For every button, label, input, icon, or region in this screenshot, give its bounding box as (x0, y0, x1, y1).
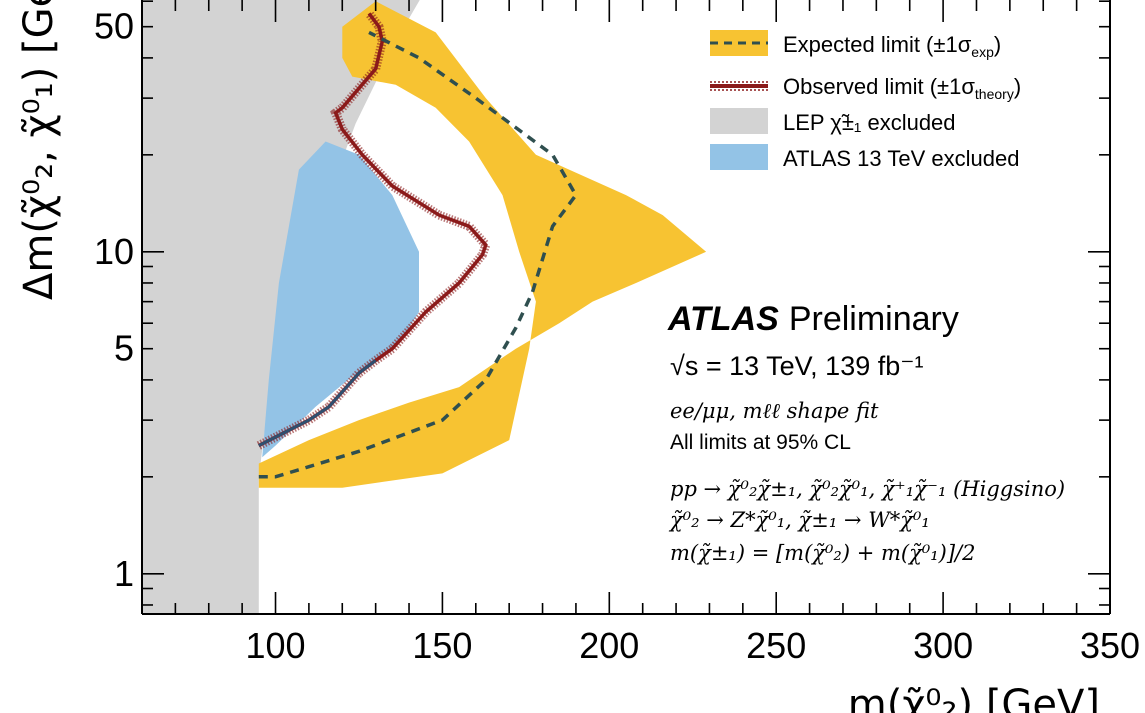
y-tick-label: 1 (114, 553, 134, 594)
process-label: pp → χ̃⁰₂χ̃±₁, χ̃⁰₂χ̃⁰₁, χ̃⁺₁χ̃⁻₁ (Higgs… (670, 477, 1065, 501)
legend-expected-label: Expected limit (±1σexp) (783, 32, 1001, 60)
x-tick-label: 200 (579, 625, 639, 666)
mass-label: m(χ̃±₁) = [m(χ̃⁰₂) + m(χ̃⁰₁)]/2 (670, 541, 975, 565)
annotations: ATLAS Preliminary √s = 13 TeV, 139 fb⁻¹ e… (667, 300, 1065, 565)
legend: Expected limit (±1σexp) Observed limit (… (710, 30, 1021, 171)
x-tick-label: 250 (746, 625, 806, 666)
legend-observed-label: Observed limit (±1σtheory) (783, 74, 1021, 102)
cl-label: All limits at 95% CL (670, 431, 851, 454)
x-tick-label: 350 (1080, 625, 1140, 666)
plot-frame (141, 0, 1111, 615)
x-tick-label: 150 (412, 625, 472, 666)
series-expected-limit-1-exp-band (258, 1, 707, 488)
x-tick-label: 100 (245, 625, 305, 666)
x-axis-label: m(χ̃⁰₂) [GeV] (848, 682, 1100, 713)
legend-lep-label: LEP χ̃±₁ excluded (783, 110, 956, 135)
legend-atlas-label: ATLAS 13 TeV excluded (783, 146, 1019, 171)
x-tick-label: 300 (913, 625, 973, 666)
data-regions (142, 0, 707, 614)
y-tick-label: 5 (114, 328, 134, 369)
tick-labels: 100 150 200 250 300 350 1 5 10 50 (94, 6, 1140, 666)
y-axis-label: Δm(χ̃⁰₂, χ̃⁰₁) [GeV] (16, 0, 62, 300)
axis-ticks (141, 0, 1111, 614)
fit-label: ee/μμ, mℓℓ shape fit (670, 399, 879, 423)
legend-lep-swatch (710, 108, 768, 134)
energy-label: √s = 13 TeV, 139 fb⁻¹ (670, 351, 924, 381)
decay-label: χ̃⁰₂ → Z*χ̃⁰₁, χ̃±₁ → W*χ̃⁰₁ (668, 508, 930, 532)
y-tick-label: 10 (94, 231, 134, 272)
legend-atlas-swatch (710, 144, 768, 170)
y-tick-label: 50 (94, 6, 134, 47)
atlas-boundary-line (258, 359, 377, 447)
series-atlas-13-tev-excluded (262, 141, 419, 458)
atlas-label: ATLAS Preliminary (667, 300, 959, 338)
